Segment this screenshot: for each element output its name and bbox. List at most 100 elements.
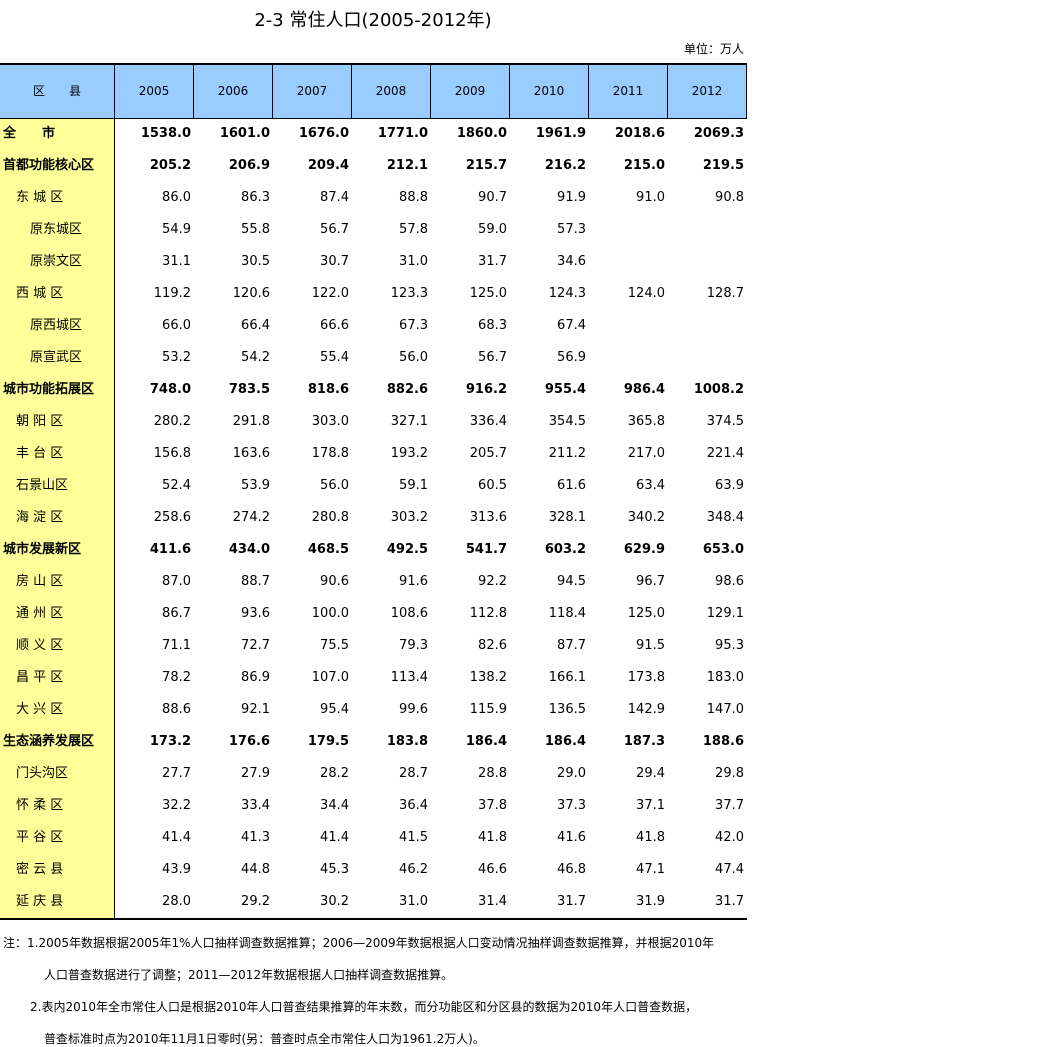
value-cell: 98.6 — [715, 574, 744, 589]
value-cell: 31.0 — [399, 254, 428, 269]
value-cell: 31.7 — [715, 894, 744, 909]
value-cell: 86.7 — [162, 606, 191, 621]
value-cell: 186.4 — [544, 734, 586, 749]
value-cell: 120.6 — [232, 286, 270, 301]
value-cell: 603.2 — [544, 542, 586, 557]
value-cell: 115.9 — [469, 702, 507, 717]
value-cell: 166.1 — [548, 670, 586, 685]
value-cell: 96.7 — [636, 574, 665, 589]
value-cell: 112.8 — [469, 606, 507, 621]
value-cell: 47.1 — [636, 862, 665, 877]
value-cell: 274.2 — [232, 510, 270, 525]
note-line: 注：1.2005年数据根据2005年1%人口抽样调查数据推算；2006—2009… — [3, 936, 715, 950]
value-cell: 61.6 — [557, 478, 586, 493]
value-cell: 46.2 — [399, 862, 428, 877]
value-cell: 30.2 — [320, 894, 349, 909]
value-cell: 916.2 — [465, 382, 507, 397]
row-label: 原崇文区 — [30, 254, 83, 269]
value-cell: 291.8 — [232, 414, 270, 429]
value-cell: 41.6 — [557, 830, 586, 845]
value-cell: 88.7 — [241, 574, 270, 589]
value-cell: 303.0 — [311, 414, 349, 429]
row-label: 东 城 区 — [16, 190, 64, 205]
value-cell: 54.9 — [162, 222, 191, 237]
row-label: 昌 平 区 — [16, 670, 64, 685]
value-cell: 41.4 — [162, 830, 191, 845]
value-cell: 217.0 — [627, 446, 665, 461]
rule — [0, 118, 747, 119]
value-cell: 492.5 — [386, 542, 428, 557]
value-cell: 72.7 — [241, 638, 270, 653]
value-cell: 90.6 — [320, 574, 349, 589]
value-cell: 45.3 — [320, 862, 349, 877]
value-cell: 34.4 — [320, 798, 349, 813]
value-cell: 31.9 — [636, 894, 665, 909]
value-cell: 280.8 — [311, 510, 349, 525]
value-cell: 63.9 — [715, 478, 744, 493]
value-cell: 124.3 — [548, 286, 586, 301]
row-label: 通 州 区 — [16, 606, 64, 621]
value-cell: 138.2 — [469, 670, 507, 685]
value-cell: 783.5 — [228, 382, 270, 397]
value-cell: 206.9 — [228, 158, 270, 173]
value-cell: 79.3 — [399, 638, 428, 653]
value-cell: 57.8 — [399, 222, 428, 237]
row-label: 顺 义 区 — [16, 638, 64, 653]
value-cell: 68.3 — [478, 318, 507, 333]
value-cell: 37.8 — [478, 798, 507, 813]
value-cell: 818.6 — [307, 382, 349, 397]
value-cell: 86.3 — [241, 190, 270, 205]
header-cell: 2010 — [510, 64, 589, 118]
value-cell: 93.6 — [241, 606, 270, 621]
value-cell: 1008.2 — [693, 382, 744, 397]
rule — [0, 63, 747, 65]
value-cell: 374.5 — [706, 414, 744, 429]
value-cell: 91.6 — [399, 574, 428, 589]
value-cell: 173.8 — [627, 670, 665, 685]
value-cell: 63.4 — [636, 478, 665, 493]
value-cell: 52.4 — [162, 478, 191, 493]
value-cell: 37.3 — [557, 798, 586, 813]
value-cell: 2069.3 — [693, 126, 744, 141]
value-cell: 56.7 — [320, 222, 349, 237]
header-cell: 2011 — [589, 64, 668, 118]
value-cell: 30.5 — [241, 254, 270, 269]
table: 区 县 2005 2006 2007 2008 2009 2010 2011 2012 全 市 15… — [0, 63, 747, 920]
value-cell: 173.2 — [149, 734, 191, 749]
value-cell: 986.4 — [623, 382, 665, 397]
value-cell: 156.8 — [153, 446, 191, 461]
value-cell: 434.0 — [228, 542, 270, 557]
value-cell: 328.1 — [548, 510, 586, 525]
value-cell: 193.2 — [390, 446, 428, 461]
value-cell: 348.4 — [706, 510, 744, 525]
row-label: 密 云 县 — [16, 862, 64, 877]
value-cell: 215.0 — [623, 158, 665, 173]
value-cell: 95.3 — [715, 638, 744, 653]
row-label: 原宣武区 — [30, 350, 83, 365]
value-cell: 56.9 — [557, 350, 586, 365]
value-cell: 41.5 — [399, 830, 428, 845]
row-label: 大 兴 区 — [16, 702, 64, 717]
value-cell: 28.7 — [399, 766, 428, 781]
value-cell: 123.3 — [390, 286, 428, 301]
value-cell: 90.7 — [478, 190, 507, 205]
value-cell: 28.8 — [478, 766, 507, 781]
value-cell: 29.4 — [636, 766, 665, 781]
value-cell: 87.4 — [320, 190, 349, 205]
value-cell: 183.0 — [706, 670, 744, 685]
value-cell: 87.0 — [162, 574, 191, 589]
value-cell: 66.6 — [320, 318, 349, 333]
value-cell: 31.4 — [478, 894, 507, 909]
value-cell: 179.5 — [307, 734, 349, 749]
row-label: 原东城区 — [30, 222, 83, 237]
value-cell: 33.4 — [241, 798, 270, 813]
value-cell: 468.5 — [307, 542, 349, 557]
value-cell: 28.2 — [320, 766, 349, 781]
value-cell: 36.4 — [399, 798, 428, 813]
value-cell: 188.6 — [702, 734, 744, 749]
value-cell: 955.4 — [544, 382, 586, 397]
row-label: 全 市 — [3, 126, 56, 141]
value-cell: 882.6 — [386, 382, 428, 397]
value-cell: 66.0 — [162, 318, 191, 333]
